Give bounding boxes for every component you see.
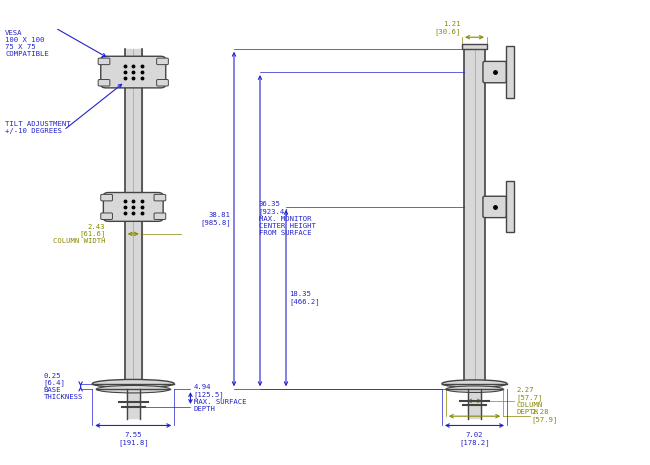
Text: 18.35
[466.2]: 18.35 [466.2] bbox=[289, 291, 320, 305]
Text: VESA
100 X 100
75 X 75
COMPATIBLE: VESA 100 X 100 75 X 75 COMPATIBLE bbox=[5, 30, 49, 57]
Text: 0.25
[6.4]
BASE
THICKNESS: 0.25 [6.4] BASE THICKNESS bbox=[44, 372, 83, 400]
Text: 38.81
[985.8]: 38.81 [985.8] bbox=[200, 212, 231, 226]
Text: 7.02
[178.2]: 7.02 [178.2] bbox=[459, 432, 490, 446]
Text: 7.55
[191.8]: 7.55 [191.8] bbox=[118, 432, 149, 446]
FancyBboxPatch shape bbox=[101, 194, 112, 201]
Ellipse shape bbox=[446, 386, 503, 392]
Text: 1.21
[30.6]: 1.21 [30.6] bbox=[435, 21, 461, 35]
FancyBboxPatch shape bbox=[98, 80, 110, 86]
Text: 4.94
[125.5]
MAX. SURFACE
DEPTH: 4.94 [125.5] MAX. SURFACE DEPTH bbox=[194, 384, 246, 412]
Text: 2.27
[57.7]
COLUMN
DEPTH: 2.27 [57.7] COLUMN DEPTH bbox=[516, 387, 542, 415]
Bar bbox=[506, 46, 514, 98]
FancyBboxPatch shape bbox=[103, 193, 163, 221]
Text: 2.43
[61.6]
COLUMN WIDTH: 2.43 [61.6] COLUMN WIDTH bbox=[53, 224, 105, 244]
FancyBboxPatch shape bbox=[154, 213, 166, 219]
FancyBboxPatch shape bbox=[101, 56, 166, 88]
FancyBboxPatch shape bbox=[483, 196, 506, 218]
FancyBboxPatch shape bbox=[101, 213, 112, 219]
Ellipse shape bbox=[442, 380, 507, 387]
Bar bbox=[506, 181, 514, 232]
FancyBboxPatch shape bbox=[98, 58, 110, 65]
Ellipse shape bbox=[92, 379, 174, 388]
Text: 2.28
[57.9]: 2.28 [57.9] bbox=[532, 409, 558, 423]
FancyBboxPatch shape bbox=[154, 194, 166, 201]
Text: TILT ADJUSTMENT
+/-10 DEGREES: TILT ADJUSTMENT +/-10 DEGREES bbox=[5, 121, 71, 134]
FancyBboxPatch shape bbox=[157, 58, 168, 65]
Bar bbox=[462, 44, 487, 49]
FancyBboxPatch shape bbox=[157, 80, 168, 86]
Bar bbox=[464, 49, 485, 384]
FancyBboxPatch shape bbox=[483, 61, 506, 83]
Text: 36.35
[923.4]
MAX. MONITOR
CENTER HEIGHT
FROM SURFACE: 36.35 [923.4] MAX. MONITOR CENTER HEIGHT… bbox=[259, 201, 316, 236]
Ellipse shape bbox=[96, 385, 170, 393]
